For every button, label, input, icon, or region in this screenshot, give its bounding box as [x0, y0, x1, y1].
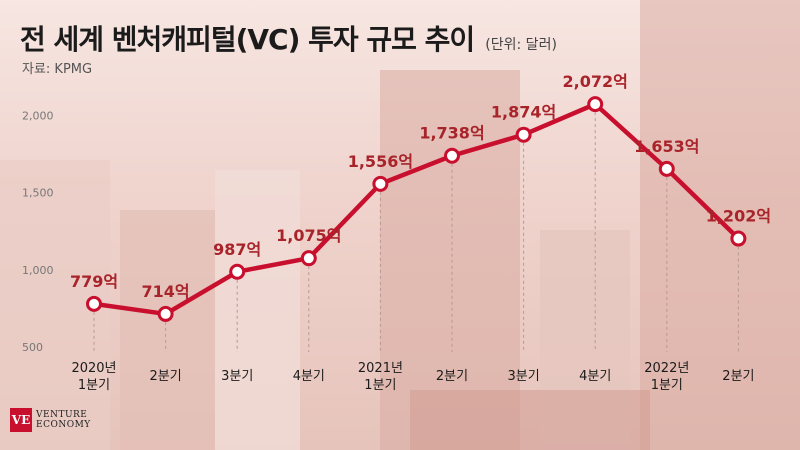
- x-tick-label: 2분기: [149, 369, 181, 384]
- data-label: 1,874억: [491, 103, 556, 122]
- x-tick-label: 1분기: [78, 378, 110, 393]
- x-tick-label: 3분기: [507, 369, 539, 384]
- data-label: 1,075억: [276, 226, 341, 245]
- data-point: [372, 175, 389, 192]
- chart-title: 전 세계 벤처캐피털(VC) 투자 규모 추이: [20, 23, 475, 56]
- data-point: [658, 160, 675, 177]
- logo-line-1: VENTURE: [36, 410, 88, 420]
- data-point: [157, 305, 174, 322]
- y-tick-label: 1,000: [22, 264, 54, 277]
- data-label: 1,556억: [348, 152, 413, 171]
- data-point: [229, 263, 246, 280]
- chart-header: 전 세계 벤처캐피털(VC) 투자 규모 추이 (단위: 달러): [20, 18, 557, 58]
- x-tick-label: 4분기: [293, 369, 325, 384]
- logo-text: VENTURE ECONOMY: [36, 410, 91, 430]
- series-line: [91, 101, 741, 317]
- data-label: 779억: [70, 272, 118, 291]
- data-point: [587, 96, 604, 113]
- y-tick-label: 2,000: [22, 109, 54, 122]
- y-tick-label: 500: [22, 341, 43, 354]
- unit-label: (단위: 달러): [485, 37, 557, 53]
- data-label: 2,072억: [563, 72, 628, 91]
- source-label: 자료: KPMG: [22, 62, 93, 77]
- data-point: [730, 230, 747, 247]
- logo-mark: VE: [10, 408, 32, 432]
- y-tick-label: 1,500: [22, 187, 54, 200]
- logo-line-2: ECONOMY: [36, 420, 91, 430]
- x-tick-label: 3분기: [221, 369, 253, 384]
- x-tick-label: 2분기: [722, 369, 754, 384]
- x-tick-label: 1분기: [651, 378, 683, 393]
- data-label: 1,202억: [706, 207, 771, 226]
- data-point: [444, 147, 460, 164]
- data-point: [86, 295, 102, 312]
- data-point: [300, 250, 317, 267]
- x-tick-label: 2020년: [71, 361, 116, 376]
- data-label: 1,738억: [419, 124, 484, 143]
- x-tick-label: 4분기: [579, 369, 611, 384]
- data-point: [515, 126, 532, 143]
- data-label: 1,653억: [634, 137, 699, 156]
- x-tick-label: 1분기: [364, 378, 396, 393]
- x-tick-label: 2021년: [358, 361, 403, 376]
- venture-economy-logo: VE VENTURE ECONOMY: [10, 408, 91, 432]
- data-label: 987억: [213, 240, 261, 259]
- data-label: 714억: [142, 282, 190, 301]
- x-tick-label: 2분기: [436, 369, 468, 384]
- x-tick-label: 2022년: [644, 361, 689, 376]
